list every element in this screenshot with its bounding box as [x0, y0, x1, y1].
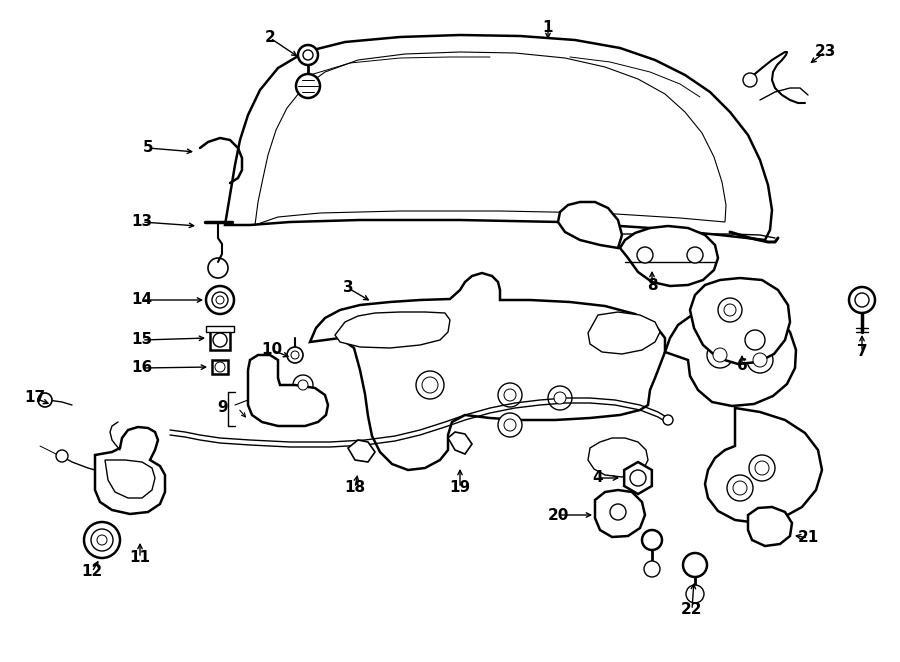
Polygon shape: [348, 440, 375, 462]
Text: 3: 3: [343, 281, 354, 295]
Circle shape: [291, 351, 299, 359]
Text: 6: 6: [736, 357, 747, 373]
Text: 15: 15: [131, 332, 153, 348]
Text: 13: 13: [131, 214, 153, 230]
Polygon shape: [558, 202, 622, 248]
Circle shape: [745, 330, 765, 350]
Circle shape: [707, 342, 733, 368]
Circle shape: [296, 74, 320, 98]
Circle shape: [97, 535, 107, 545]
Circle shape: [298, 380, 308, 390]
Circle shape: [548, 386, 572, 410]
Circle shape: [303, 50, 313, 60]
Polygon shape: [335, 312, 450, 348]
Text: 22: 22: [681, 602, 703, 618]
Circle shape: [287, 347, 303, 363]
Text: 4: 4: [593, 471, 603, 485]
Circle shape: [554, 392, 566, 404]
Circle shape: [630, 470, 646, 486]
Circle shape: [663, 415, 673, 425]
Text: 12: 12: [81, 565, 103, 579]
Text: 23: 23: [814, 44, 836, 60]
Circle shape: [683, 553, 707, 577]
Text: 10: 10: [261, 342, 283, 357]
Circle shape: [743, 73, 757, 87]
Text: 9: 9: [218, 401, 228, 416]
Circle shape: [56, 450, 68, 462]
Text: 18: 18: [345, 481, 365, 495]
Polygon shape: [620, 226, 718, 286]
Polygon shape: [665, 305, 796, 406]
Circle shape: [504, 419, 516, 431]
Polygon shape: [588, 312, 660, 354]
Circle shape: [755, 461, 769, 475]
Polygon shape: [212, 360, 228, 374]
Circle shape: [855, 293, 869, 307]
Text: 20: 20: [547, 508, 569, 522]
Circle shape: [749, 455, 775, 481]
Polygon shape: [248, 355, 328, 426]
Circle shape: [610, 504, 626, 520]
Circle shape: [686, 585, 704, 603]
Polygon shape: [210, 330, 230, 350]
Circle shape: [206, 286, 234, 314]
Circle shape: [642, 530, 662, 550]
Polygon shape: [588, 438, 648, 477]
Text: 1: 1: [543, 21, 553, 36]
Circle shape: [718, 298, 742, 322]
Circle shape: [213, 333, 227, 347]
Polygon shape: [624, 462, 652, 494]
Circle shape: [212, 292, 228, 308]
Polygon shape: [448, 432, 472, 454]
Circle shape: [422, 377, 438, 393]
Text: 2: 2: [265, 30, 275, 46]
Circle shape: [91, 529, 113, 551]
Polygon shape: [105, 460, 155, 498]
Circle shape: [504, 389, 516, 401]
Circle shape: [644, 561, 660, 577]
Circle shape: [724, 304, 736, 316]
Circle shape: [38, 393, 52, 407]
Polygon shape: [206, 326, 234, 332]
Circle shape: [215, 362, 225, 372]
Polygon shape: [748, 507, 792, 546]
Polygon shape: [690, 278, 790, 364]
Text: 17: 17: [24, 391, 46, 406]
Polygon shape: [705, 408, 822, 523]
Text: 5: 5: [143, 140, 153, 156]
Circle shape: [84, 522, 120, 558]
Polygon shape: [225, 35, 772, 240]
Text: 8: 8: [647, 277, 657, 293]
Circle shape: [498, 383, 522, 407]
Circle shape: [753, 353, 767, 367]
Circle shape: [216, 296, 224, 304]
Circle shape: [637, 247, 653, 263]
Circle shape: [687, 247, 703, 263]
Circle shape: [293, 375, 313, 395]
Circle shape: [498, 413, 522, 437]
Text: 19: 19: [449, 481, 471, 495]
Circle shape: [416, 371, 444, 399]
Text: 16: 16: [131, 361, 153, 375]
Circle shape: [713, 348, 727, 362]
Text: 21: 21: [797, 530, 819, 545]
Text: 7: 7: [857, 344, 868, 359]
Circle shape: [747, 347, 773, 373]
Polygon shape: [595, 490, 645, 537]
Text: 14: 14: [131, 293, 153, 308]
Circle shape: [733, 481, 747, 495]
Circle shape: [298, 45, 318, 65]
Circle shape: [727, 475, 753, 501]
Polygon shape: [310, 273, 665, 470]
Circle shape: [849, 287, 875, 313]
Polygon shape: [95, 427, 165, 514]
Text: 11: 11: [130, 551, 150, 565]
